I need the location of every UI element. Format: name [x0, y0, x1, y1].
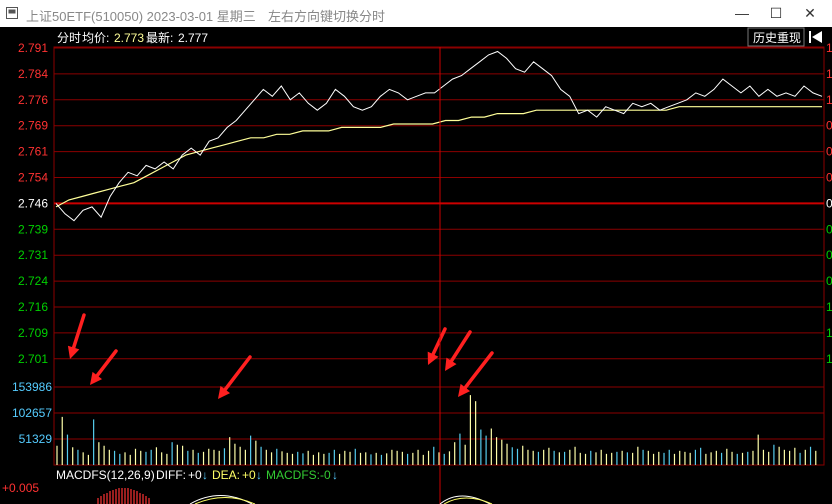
- right-tick-label: 1: [826, 93, 832, 107]
- price-line: [55, 50, 823, 222]
- macd-diff-down-arrow: ↓: [202, 468, 208, 482]
- macd-dea-down-arrow: ↓: [256, 468, 262, 482]
- back-to-start-icon[interactable]: [807, 29, 825, 45]
- app-icon: [6, 7, 18, 19]
- window-title: 上证50ETF(510050) 2023-03-01 星期三: [26, 9, 256, 24]
- avg-value: 2.773: [114, 31, 144, 45]
- price-lines: [55, 50, 823, 222]
- annotation-arrow: [67, 313, 86, 359]
- volume-tick-label: 102657: [12, 406, 52, 420]
- price-tick-label: 2.731: [18, 248, 48, 262]
- volume-tick-label: 153986: [12, 380, 52, 394]
- macd-dea-curve-1: [194, 497, 256, 504]
- volume-bars: [56, 395, 817, 465]
- annotation-arrow: [218, 355, 252, 399]
- price-tick-label: 2.739: [18, 222, 48, 236]
- price-tick-label: 2.754: [18, 171, 48, 185]
- annotation-arrow: [427, 327, 447, 365]
- price-tick-label: 2.709: [18, 326, 48, 340]
- price-tick-label: 2.701: [18, 352, 48, 366]
- history-button-label: 历史重现: [753, 31, 801, 45]
- right-tick-label: 0: [826, 145, 832, 159]
- right-tick-label: 0: [826, 222, 832, 236]
- right-tick-label: 0: [826, 171, 832, 185]
- price-tick-label: 2.724: [18, 274, 48, 288]
- macd-label: MACDFS(12,26,9): [56, 468, 155, 482]
- intraday-chart[interactable]: 分时 均价: 2.773 最新: 2.777 历史重现 2.791 2.784 2.…: [0, 27, 832, 504]
- mode-label: 分时: [57, 31, 81, 45]
- price-tick-label: 2.791: [18, 41, 48, 55]
- price-tick-label: 2.761: [18, 145, 48, 159]
- right-tick-label: 0: [826, 248, 832, 262]
- avg-label: 均价:: [82, 31, 109, 45]
- right-tick-label: 1: [826, 67, 832, 81]
- annotation-arrows: [67, 313, 494, 399]
- annotation-arrow: [458, 351, 494, 397]
- right-axis: 1 1 1 0 0 0 0 0 0 0 1 1 1: [826, 41, 832, 366]
- right-tick-label: 0: [826, 119, 832, 133]
- annotation-arrow: [90, 349, 118, 385]
- right-tick-label: 0: [826, 196, 832, 210]
- right-tick-label: 1: [826, 326, 832, 340]
- macd-bars: [97, 488, 150, 504]
- macd-dea-value: +0: [242, 468, 256, 482]
- annotation-arrow: [445, 330, 472, 371]
- history-button[interactable]: 历史重现: [747, 27, 805, 47]
- macd-macdfs-down-arrow: ↓: [332, 468, 338, 482]
- maximize-button[interactable]: ☐: [769, 5, 783, 21]
- right-tick-label: 1: [826, 41, 832, 55]
- volume-axis: 153986 102657 51329: [12, 380, 52, 446]
- latest-label: 最新:: [146, 30, 173, 45]
- macd-diff-label: DIFF:: [156, 468, 186, 482]
- macd-dea-curve-2: [443, 497, 493, 504]
- volume-grid: [54, 386, 824, 440]
- latest-value: 2.777: [178, 31, 208, 45]
- price-tick-label: 2.769: [18, 119, 48, 133]
- price-axis: 2.791 2.784 2.776 2.769 2.761 2.754 2.746 2.739…: [18, 41, 48, 366]
- price-tick-label: 2.784: [18, 67, 48, 81]
- right-tick-label: 1: [826, 352, 832, 366]
- macd-macdfs-label: MACDFS:: [266, 468, 320, 482]
- right-tick-label: 0: [826, 274, 832, 288]
- right-tick-label: 1: [826, 300, 832, 314]
- minimize-button[interactable]: —: [735, 5, 749, 21]
- macd-header: MACDFS(12,26,9) DIFF: +0 ↓ DEA: +0 ↓ MAC…: [56, 468, 338, 482]
- price-grid: [54, 47, 824, 360]
- price-tick-label: 2.776: [18, 93, 48, 107]
- price-tick-label: 2.716: [18, 300, 48, 314]
- volume-tick-label: 51329: [19, 432, 53, 446]
- window-titlebar: 上证50ETF(510050) 2023-03-01 星期三 左右方向键切换分时…: [0, 0, 832, 27]
- macd-macdfs-value: -0: [320, 468, 331, 482]
- macd-diff-value: +0: [188, 468, 202, 482]
- price-tick-label: 2.746: [18, 196, 48, 210]
- average-price-line: [55, 106, 822, 208]
- chart-frame: [53, 46, 825, 466]
- macd-dea-label: DEA:: [212, 468, 240, 482]
- close-button[interactable]: ✕: [804, 5, 816, 21]
- macd-axis-top: +0.005: [2, 481, 39, 495]
- window-hint: 左右方向键切换分时: [268, 9, 386, 24]
